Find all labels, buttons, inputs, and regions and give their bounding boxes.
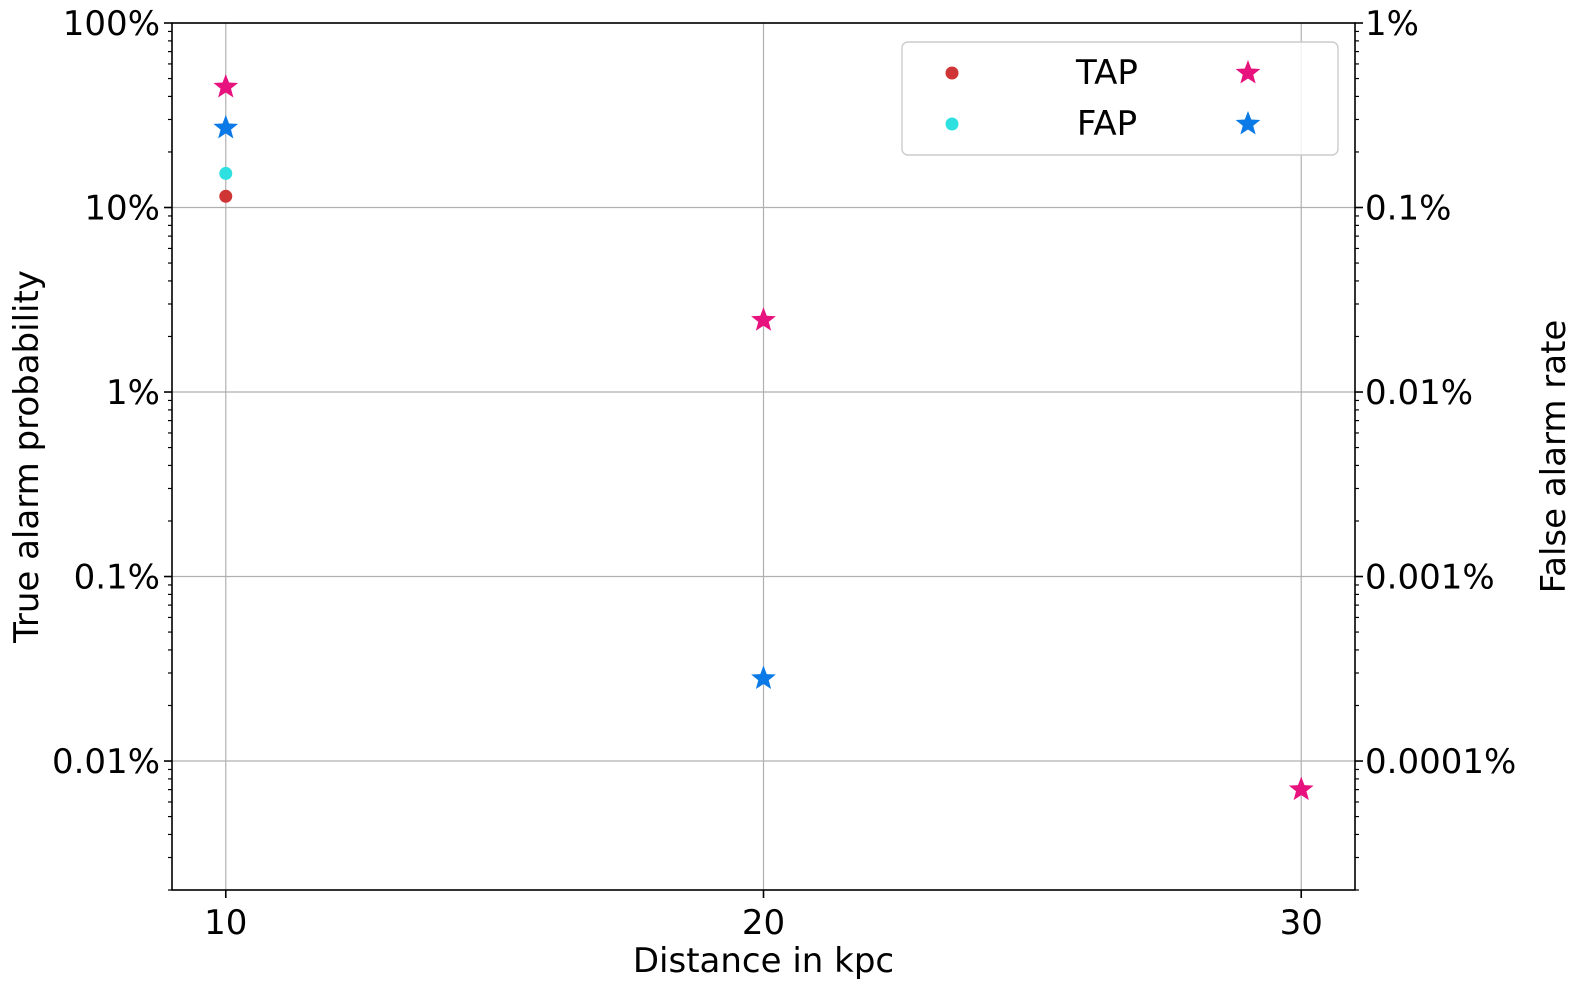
plot-frame	[171, 22, 1356, 891]
legend: TAP FAP	[901, 41, 1339, 156]
x-tick-label: 30	[1280, 903, 1323, 943]
y-right-tick-label: 0.001%	[1365, 558, 1495, 598]
x-tick-label: 10	[204, 903, 247, 943]
y-right-tick-label: 0.01%	[1365, 373, 1473, 413]
y-left-tick-label: 10%	[84, 189, 160, 229]
y-left-tick-label: 100%	[63, 4, 160, 44]
legend-box	[901, 41, 1339, 156]
legend-marker-circle	[945, 66, 959, 80]
axis-ticks: 10 20 30 100% 10% 1% 0.1% 0.01% 1% 0.1% 0.01% 0.001…	[52, 4, 1516, 943]
y-axis-left-title: True alarm probability	[7, 270, 47, 644]
y-right-tick-label: 0.0001%	[1365, 742, 1516, 782]
data-point-circle	[219, 189, 233, 203]
legend-label: FAP	[1077, 104, 1137, 144]
y-axis-right-title: False alarm rate	[1534, 320, 1574, 594]
x-tick-label: 20	[742, 903, 785, 943]
y-left-tick-label: 0.1%	[74, 558, 160, 598]
data-point-star	[213, 114, 239, 139]
legend-label: TAP	[1075, 53, 1138, 93]
legend-marker-circle	[945, 117, 959, 131]
data-point-star	[751, 665, 776, 690]
y-right-tick-label: 1%	[1365, 4, 1419, 44]
data-point-star	[751, 307, 776, 331]
data-point-circle	[219, 166, 233, 180]
y-left-tick-label: 0.01%	[52, 742, 160, 782]
data-point-star	[1288, 776, 1314, 801]
y-right-tick-label: 0.1%	[1365, 189, 1451, 229]
y-left-tick-label: 1%	[106, 373, 160, 413]
x-axis-title: Distance in kpc	[633, 941, 894, 981]
data-points	[213, 73, 1314, 801]
legend-marker-star	[1235, 111, 1261, 135]
data-point-star	[213, 73, 239, 98]
legend-marker-star	[1235, 60, 1261, 84]
